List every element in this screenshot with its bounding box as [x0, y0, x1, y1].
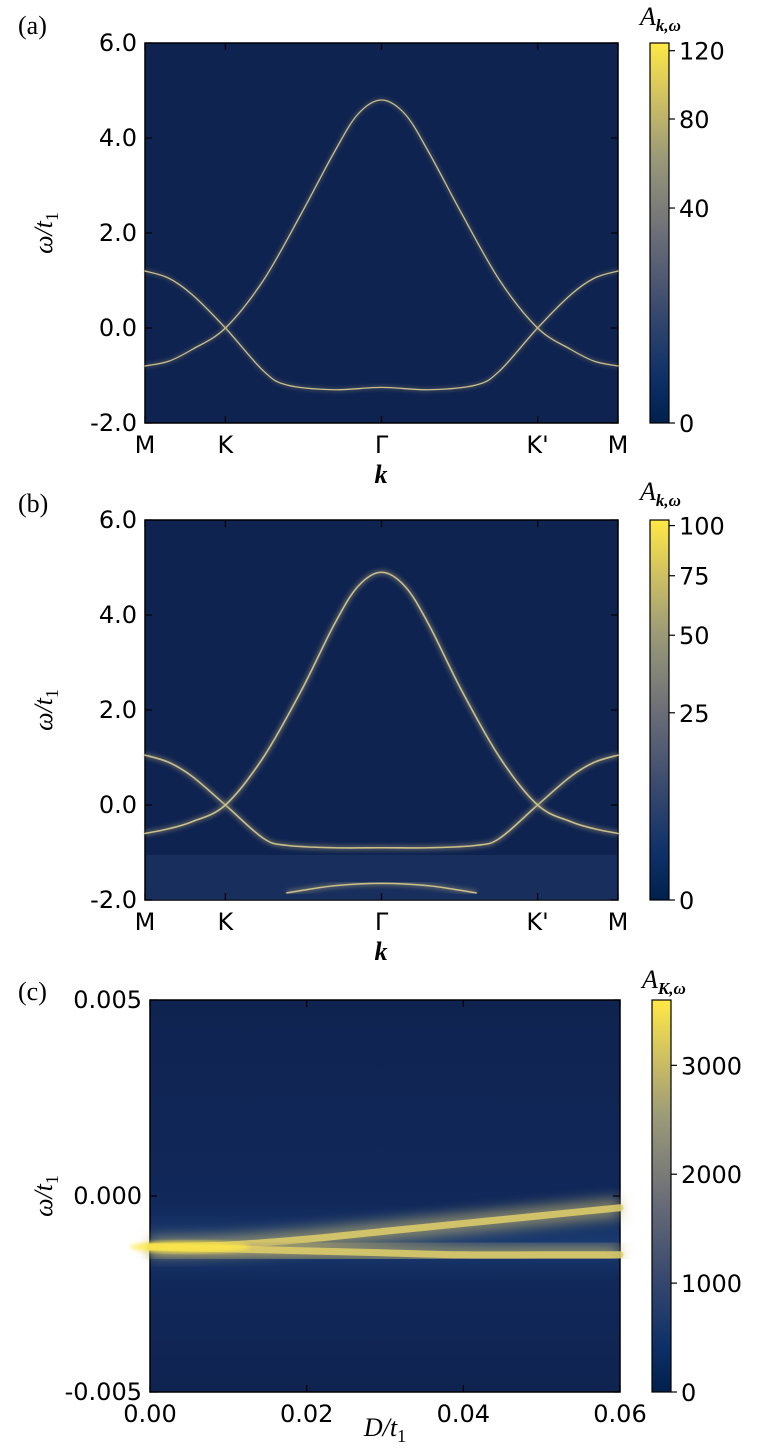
- colorbar-label-a: Ak,ω: [638, 2, 681, 35]
- panel-a: (a) -2.0 0.0 2.0 4.0 6.0 M K Γ K' M ω/t1 k 0 40 80 1…: [18, 2, 725, 489]
- plot-area-a: [144, 42, 619, 424]
- x-tick-label: 0.06: [593, 1400, 646, 1428]
- colorbar-label-b: Ak,ω: [638, 477, 681, 510]
- colorbar-tick-label: 50: [679, 622, 710, 650]
- x-tick-label: M: [608, 431, 629, 459]
- panel-label-a: (a): [18, 11, 47, 40]
- panel-label-c: (c): [18, 977, 47, 1006]
- colorbar-tick-label: 3000: [681, 1052, 742, 1080]
- intensity-peak: [130, 1240, 250, 1253]
- colorbar-tick-label: 0: [679, 887, 694, 915]
- ylabel-c: ω/t1: [29, 1175, 62, 1217]
- colorbar-tick-label: 2000: [681, 1161, 742, 1189]
- ylabel-b: ω/t1: [29, 689, 62, 731]
- y-tick-label: 6.0: [99, 29, 137, 57]
- band-2-line: [286, 882, 477, 894]
- plot-area-c: [149, 999, 621, 1393]
- band-1-line: [144, 99, 619, 367]
- colorbar-ticks-b: 0 25 50 75 100: [669, 513, 725, 915]
- y-tick-label: 0.005: [73, 986, 142, 1014]
- ylabel-a: ω/t1: [29, 212, 62, 254]
- x-tick-label: 0.00: [123, 1400, 176, 1428]
- y-tick-label: 4.0: [99, 124, 137, 152]
- xlabel-b: k: [375, 937, 388, 966]
- axes-a: -2.0 0.0 2.0 4.0 6.0 M K Γ K' M: [90, 29, 628, 459]
- band-1-line: [144, 571, 619, 835]
- x-tick-label: 0.04: [437, 1400, 490, 1428]
- x-tick-label: K': [526, 908, 548, 936]
- colorbar-tick-label: 120: [679, 38, 725, 66]
- x-tick-label: M: [608, 908, 629, 936]
- x-tick-label: Γ: [375, 431, 389, 459]
- y-tick-label: -0.005: [65, 1378, 142, 1406]
- panel-label-b: (b): [18, 489, 48, 518]
- bands-b: [144, 569, 619, 896]
- colorbar-tick-label: 0: [679, 410, 694, 438]
- bands-c: [130, 1198, 624, 1264]
- x-tick-label: K: [218, 431, 235, 459]
- y-tick-label: 4.0: [99, 601, 137, 629]
- y-tick-label: 2.0: [99, 696, 137, 724]
- panel-b: (b) -2.0 0.0 2.0 4.0 6.0 M K Γ K' M ω/t1 k 0 25 50 7…: [18, 477, 725, 966]
- y-tick-label: 0.0: [99, 791, 137, 819]
- band-0-line: [144, 754, 619, 849]
- colorbar-tick-label: 40: [679, 195, 710, 223]
- y-tick-label: 6.0: [99, 506, 137, 534]
- y-tick-label: -2.0: [90, 886, 137, 914]
- colorbar-label-c: AK,ω: [640, 965, 686, 998]
- y-tick-label: 2.0: [99, 219, 137, 247]
- xlabel-a: k: [375, 460, 388, 489]
- panel-c: (c) -0.005 0.000 0.005 0.00 0.02 0.04 0.06 ω/t…: [18, 965, 742, 1446]
- x-tick-label: M: [135, 908, 156, 936]
- colorbar-tick-label: 80: [679, 106, 710, 134]
- colorbar-ticks-a: 0 40 80 120: [669, 38, 725, 438]
- colorbar-tick-label: 0: [681, 1379, 696, 1407]
- y-tick-label: -2.0: [90, 409, 137, 437]
- x-tick-label: M: [135, 431, 156, 459]
- x-tick-label: 0.02: [280, 1400, 333, 1428]
- plot-area-b: [144, 519, 619, 901]
- colorbar-a: [649, 42, 670, 424]
- y-tick-label: 0.000: [73, 1182, 142, 1210]
- colorbar-ticks-c: 0 1000 2000 3000: [671, 1052, 742, 1407]
- x-tick-label: Γ: [375, 908, 389, 936]
- x-tick-label: K: [218, 908, 235, 936]
- colorbar-c: [651, 999, 672, 1393]
- colorbar-tick-label: 75: [679, 563, 710, 591]
- band-0-line: [144, 270, 619, 391]
- axes-b: -2.0 0.0 2.0 4.0 6.0 M K Γ K' M: [90, 506, 628, 936]
- y-tick-label: 0.0: [99, 314, 137, 342]
- axes-c: -0.005 0.000 0.005 0.00 0.02 0.04 0.06: [65, 986, 647, 1428]
- colorbar-b: [649, 519, 670, 901]
- x-tick-label: K': [526, 431, 548, 459]
- bands-a: [144, 98, 619, 392]
- xlabel-c: D/t1: [363, 1413, 406, 1446]
- colorbar-tick-label: 100: [679, 513, 725, 541]
- low-energy-haze-b: [146, 855, 617, 900]
- colorbar-tick-label: 25: [679, 700, 710, 728]
- colorbar-tick-label: 1000: [681, 1270, 742, 1298]
